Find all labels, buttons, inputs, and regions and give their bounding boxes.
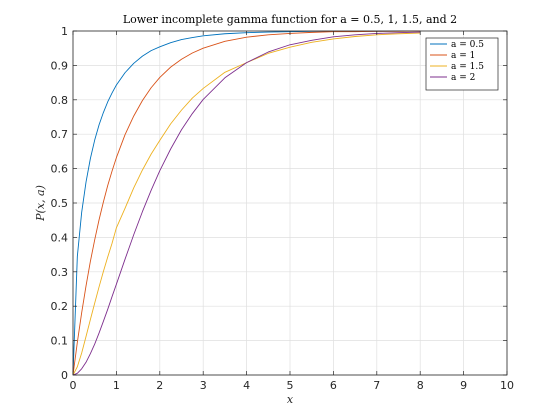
y-tick-label: 0.9 bbox=[51, 59, 69, 72]
x-tick-label: 7 bbox=[373, 379, 380, 392]
y-tick-label: 0.5 bbox=[51, 197, 69, 210]
y-tick-label: 0.3 bbox=[51, 266, 69, 279]
x-tick-label: 3 bbox=[200, 379, 207, 392]
x-tick-label: 4 bbox=[243, 379, 250, 392]
y-tick-label: 0.8 bbox=[51, 94, 69, 107]
series-line-2 bbox=[72, 30, 421, 376]
series-line-4 bbox=[72, 31, 421, 376]
y-axis-label: P(x, a) bbox=[34, 185, 47, 222]
x-tick-label: 1 bbox=[113, 379, 120, 392]
chart-title: Lower incomplete gamma function for a = … bbox=[123, 13, 457, 26]
x-tick-label: 8 bbox=[417, 379, 424, 392]
axis-ticks: 0 1 2 3 4 5 6 7 8 9 10 0 0.1 0.2 0.3 0.4 0.5 0.6 0.7 0.8 0.9… bbox=[51, 25, 515, 392]
legend: a = 0.5a = 1a = 1.5a = 2 bbox=[425, 37, 499, 91]
legend-box bbox=[425, 37, 499, 91]
legend-label: a = 1.5 bbox=[451, 62, 484, 72]
legend-label: a = 1 bbox=[451, 51, 475, 61]
y-tick-label: 0.6 bbox=[51, 163, 69, 176]
series-line-3 bbox=[72, 32, 421, 376]
y-tick-label: 0 bbox=[61, 369, 68, 382]
legend-label: a = 0.5 bbox=[451, 40, 484, 50]
legend-label: a = 2 bbox=[451, 73, 475, 83]
y-tick-label: 0.4 bbox=[51, 231, 69, 244]
x-tick-label: 0 bbox=[70, 379, 77, 392]
x-axis-label: x bbox=[287, 393, 294, 406]
y-tick-label: 0.1 bbox=[51, 335, 69, 348]
y-tick-label: 0.7 bbox=[51, 128, 69, 141]
x-tick-label: 10 bbox=[500, 379, 514, 392]
y-tick-label: 0.2 bbox=[51, 300, 69, 313]
x-tick-label: 2 bbox=[156, 379, 163, 392]
x-tick-label: 5 bbox=[287, 379, 294, 392]
y-tick-label: 1 bbox=[61, 25, 68, 38]
x-tick-label: 6 bbox=[330, 379, 337, 392]
x-tick-label: 9 bbox=[460, 379, 467, 392]
